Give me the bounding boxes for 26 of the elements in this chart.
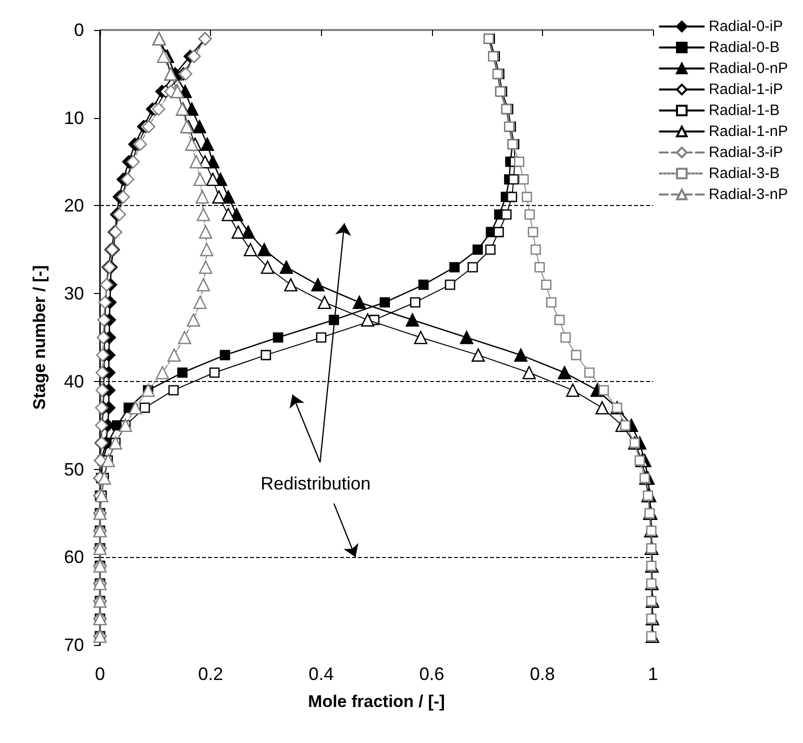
x-tick-label: 0.8 bbox=[530, 664, 555, 684]
legend-label: Radial-1-nP bbox=[708, 123, 788, 140]
y-tick-label: 20 bbox=[64, 196, 84, 216]
y-tick-label: 60 bbox=[64, 547, 84, 568]
y-tick-label: 50 bbox=[64, 459, 84, 480]
legend-label: Radial-3-nP bbox=[708, 186, 788, 203]
legend-label: Radial-3-iP bbox=[708, 144, 783, 161]
legend-label: Radial-0-nP bbox=[708, 60, 788, 77]
x-tick-label: 0.6 bbox=[419, 664, 444, 684]
y-tick-label: 10 bbox=[64, 108, 84, 128]
y-tick-label: 30 bbox=[64, 284, 84, 304]
legend-label: Radial-1-B bbox=[708, 102, 780, 119]
y-tick-label: 0 bbox=[74, 20, 84, 40]
y-axis-title: Stage number / [-] bbox=[30, 265, 49, 410]
y-tick-label: 40 bbox=[64, 371, 84, 392]
legend-label: Radial-0-iP bbox=[708, 18, 783, 35]
x-tick-label: 0.4 bbox=[308, 664, 334, 684]
legend-label: Radial-0-B bbox=[708, 39, 780, 56]
x-axis-title: Mole fraction / [-] bbox=[308, 692, 445, 711]
annotation: Redistribution bbox=[260, 473, 371, 494]
x-tick-label: 0.2 bbox=[198, 664, 224, 684]
y-tick-label: 70 bbox=[64, 635, 84, 655]
x-tick-label: 1 bbox=[648, 664, 658, 684]
legend-label: Radial-3-B bbox=[708, 165, 780, 182]
x-tick-label: 0 bbox=[94, 664, 106, 684]
legend-label: Radial-1-iP bbox=[708, 81, 783, 98]
